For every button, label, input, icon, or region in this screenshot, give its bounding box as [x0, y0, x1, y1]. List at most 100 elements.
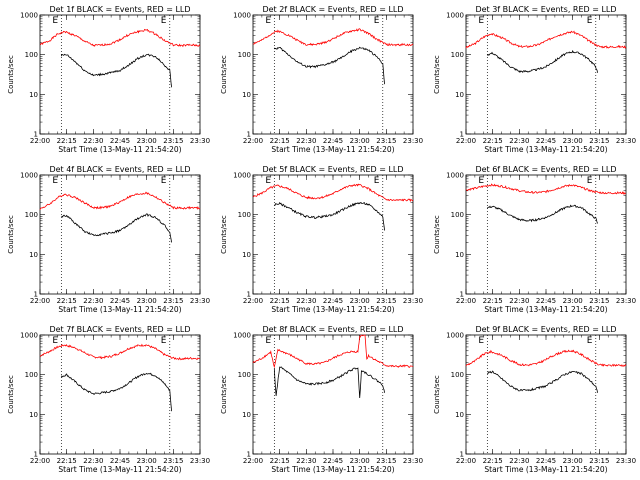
- x-tick-label: 23:30: [616, 297, 636, 305]
- y-tick-label: 1000: [20, 172, 38, 180]
- y-tick-label: 1000: [446, 172, 464, 180]
- chart-title: Det 9f BLACK = Events, RED = LLD: [475, 325, 616, 334]
- y-tick-label: 100: [451, 51, 464, 59]
- series-line-red: [465, 349, 627, 367]
- x-tick-label: 22:45: [323, 457, 343, 465]
- x-tick-label: 22:45: [110, 297, 130, 305]
- x-tick-label: 22:30: [296, 297, 316, 305]
- y-axis-label: Counts/sec: [7, 375, 15, 414]
- y-tick-label: 100: [451, 211, 464, 219]
- x-tick-label: 22:15: [270, 297, 290, 305]
- series-line-red: [252, 28, 414, 47]
- x-tick-label: 22:30: [83, 297, 103, 305]
- x-tick-label: 22:15: [483, 297, 503, 305]
- x-tick-label: 23:00: [137, 137, 157, 145]
- x-tick-label: 23:30: [403, 457, 423, 465]
- event-marker-label: E: [265, 336, 271, 346]
- x-tick-label: 22:00: [243, 457, 263, 465]
- x-tick-label: 22:15: [57, 297, 77, 305]
- x-axis-label: Start Time (13-May-11 21:54:20): [58, 145, 181, 154]
- x-tick-label: 22:45: [110, 457, 130, 465]
- series-line-black: [487, 370, 598, 393]
- x-tick-label: 22:30: [509, 137, 529, 145]
- y-axis-label: Counts/sec: [433, 375, 441, 414]
- x-tick-label: 22:45: [536, 137, 556, 145]
- x-tick-label: 23:00: [563, 457, 583, 465]
- y-tick-label: 10: [29, 91, 38, 99]
- y-axis-label: Counts/sec: [433, 55, 441, 94]
- y-tick-label: 10: [455, 91, 464, 99]
- x-tick-label: 22:15: [270, 457, 290, 465]
- x-axis-label: Start Time (13-May-11 21:54:20): [58, 465, 181, 474]
- chart-panel: Det 7f BLACK = Events, RED = LLD 1 10 100 10…: [7, 325, 210, 474]
- chart-title: Det 5f BLACK = Events, RED = LLD: [262, 165, 403, 174]
- series-line-red: [465, 30, 627, 49]
- x-tick-label: 23:00: [563, 137, 583, 145]
- x-tick-label: 22:30: [509, 457, 529, 465]
- y-tick-label: 1: [247, 291, 251, 299]
- x-tick-label: 22:00: [456, 137, 476, 145]
- x-tick-label: 23:00: [563, 297, 583, 305]
- x-tick-label: 23:30: [616, 457, 636, 465]
- y-tick-label: 1000: [446, 12, 464, 20]
- x-axis-label: Start Time (13-May-11 21:54:20): [484, 305, 607, 314]
- x-tick-label: 23:00: [137, 457, 157, 465]
- x-tick-label: 23:00: [350, 457, 370, 465]
- plot-frame: [465, 14, 627, 135]
- y-tick-label: 1: [34, 451, 38, 459]
- x-tick-label: 22:15: [57, 137, 77, 145]
- y-tick-label: 100: [25, 371, 38, 379]
- x-axis-label: Start Time (13-May-11 21:54:20): [58, 305, 181, 314]
- x-tick-label: 23:15: [589, 457, 609, 465]
- series-line-red: [465, 183, 627, 195]
- y-tick-label: 1: [460, 291, 464, 299]
- series-line-red: [39, 343, 201, 361]
- chart-panel: Det 9f BLACK = Events, RED = LLD 1 10 100 10…: [433, 325, 636, 474]
- x-tick-label: 22:00: [456, 297, 476, 305]
- chart-panel: Det 8f BLACK = Events, RED = LLD 1 10 100 10…: [220, 325, 423, 474]
- series-line-red: [252, 183, 414, 203]
- event-marker-label: E: [478, 336, 484, 346]
- chart-panel: Det 2f BLACK = Events, RED = LLD 1 10 100 10…: [220, 5, 423, 154]
- y-tick-label: 100: [25, 51, 38, 59]
- x-tick-label: 22:00: [243, 137, 263, 145]
- plot-frame: [39, 174, 201, 295]
- x-tick-label: 23:30: [403, 137, 423, 145]
- y-tick-label: 10: [29, 411, 38, 419]
- y-axis-label: Counts/sec: [220, 375, 228, 414]
- x-tick-label: 22:45: [110, 137, 130, 145]
- event-marker-label: E: [161, 176, 167, 186]
- chart-panel: Det 4f BLACK = Events, RED = LLD 1 10 100 10…: [7, 165, 210, 314]
- y-tick-label: 1000: [233, 12, 251, 20]
- y-tick-label: 1000: [233, 332, 251, 340]
- x-tick-label: 22:15: [270, 137, 290, 145]
- series-line-black: [60, 372, 172, 412]
- x-tick-label: 22:30: [83, 137, 103, 145]
- y-tick-label: 1: [247, 131, 251, 139]
- x-tick-label: 23:15: [589, 297, 609, 305]
- x-tick-label: 22:45: [323, 137, 343, 145]
- x-tick-label: 22:15: [57, 457, 77, 465]
- x-tick-label: 23:15: [376, 297, 396, 305]
- x-tick-label: 22:45: [536, 297, 556, 305]
- y-tick-label: 10: [242, 251, 251, 259]
- event-marker-label: E: [374, 336, 380, 346]
- series-line-black: [486, 204, 598, 224]
- y-tick-label: 1000: [446, 332, 464, 340]
- chart-title: Det 4f BLACK = Events, RED = LLD: [49, 165, 190, 174]
- y-tick-label: 1000: [20, 12, 38, 20]
- y-tick-label: 10: [29, 251, 38, 259]
- x-tick-label: 22:30: [509, 297, 529, 305]
- x-tick-label: 22:30: [83, 457, 103, 465]
- chart-title: Det 3f BLACK = Events, RED = LLD: [475, 5, 616, 14]
- event-marker-label: E: [374, 176, 380, 186]
- chart-title: Det 8f BLACK = Events, RED = LLD: [262, 325, 403, 334]
- y-axis-label: Counts/sec: [220, 55, 228, 94]
- series-line-black: [60, 53, 172, 88]
- y-tick-label: 100: [238, 51, 251, 59]
- x-tick-label: 23:30: [190, 297, 210, 305]
- y-tick-label: 100: [25, 211, 38, 219]
- x-tick-label: 22:45: [323, 297, 343, 305]
- x-tick-label: 23:30: [190, 137, 210, 145]
- x-tick-label: 22:00: [30, 297, 50, 305]
